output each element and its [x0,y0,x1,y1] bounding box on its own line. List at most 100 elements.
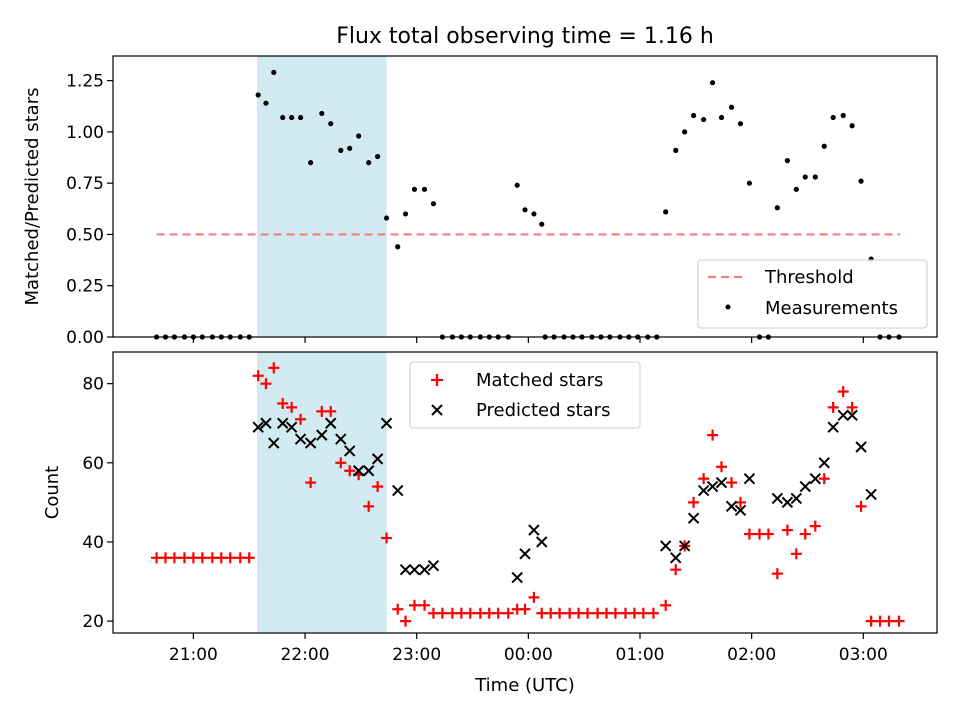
predicted-marker-b [536,536,548,548]
measurement-point [531,211,537,217]
predicted-marker-b [352,465,365,477]
predicted-star-point [343,445,356,457]
predicted-marker-b [818,457,830,469]
legend-measurement-swatch [725,304,731,310]
predicted-marker-b [725,500,738,513]
bottom-axes-frame [112,351,938,634]
matched-star-point [837,386,849,398]
predicted-marker-b [519,548,531,560]
predicted-star-point [725,500,738,513]
chart-title: Flux total observing time = 1.16 h [336,24,714,49]
predicted-marker-b [678,540,691,552]
bottom-legend-box [409,361,641,429]
predicted-marker-b [371,453,384,465]
measurement-point [430,201,437,207]
x-tick-label: 02:00 [727,645,776,665]
predicted-star-point [771,492,784,505]
count-panel: 20 40 60 80 21:00 22:00 23:00 00:00 01:00 02:00 0… [42,351,938,696]
predicted-marker-b [285,421,298,433]
measurement-point [328,121,334,127]
matched-star-point [372,481,384,493]
predicted-marker-b [790,492,803,505]
measurement-point [514,182,520,188]
matched-star-point [224,552,236,564]
measurement-point [411,186,418,192]
predicted-marker-b [252,421,264,433]
matched-star-point [554,607,566,619]
measurement-point [830,114,836,121]
top-y-axis-label: Matched/Predicted stars [22,88,43,306]
predicted-star-point [316,429,328,441]
bottom-y-axis-label: Count [42,466,63,519]
measurement-point [395,244,401,250]
y-tick-label: 1.00 [66,123,104,143]
measurement-point [308,160,314,166]
y-tick-label: 20 [82,612,104,632]
matched-star-point [436,607,448,619]
matched-star-point [392,603,404,615]
predicted-star-point [362,465,375,477]
matched-star-point [196,552,208,564]
measurement-point [271,69,277,76]
predicted-star-point [418,563,431,576]
legend-matched-label: Matched stars [476,370,603,391]
top-axes-frame [112,55,938,338]
predicted-star-point [706,480,719,493]
measurement-point [858,178,864,184]
ratio-panel: 0.00 0.25 0.50 0.75 1.00 1.25 Matched/Predict… [22,55,938,348]
y-tick-label: 0.75 [66,174,104,194]
measurement-point [263,100,269,106]
predicted-star-point [392,484,404,497]
matched-star-point [335,457,347,469]
matched-star-point [260,378,272,390]
matched-star-point [528,591,540,603]
matched-star-points [151,362,905,627]
predicted-star-point [809,472,822,485]
legend-threshold-label: Threshold [764,267,854,288]
predicted-star-point [790,492,803,505]
predicted-star-point [399,563,412,576]
matched-star-point [883,615,895,627]
measurement-point [663,209,669,215]
predicted-star-points [252,409,877,584]
measurement-point [690,112,697,119]
measurement-point [793,186,799,192]
matched-star-point [818,473,830,485]
predicted-marker-b [260,417,272,429]
predicted-star-point [304,437,317,449]
predicted-star-point [781,496,794,509]
predicted-marker-b [799,480,811,493]
predicted-marker-b [743,472,756,485]
predicted-marker-b [734,504,747,517]
matched-star-point [168,552,180,564]
measurement-point [366,160,372,166]
predicted-star-point [837,409,849,422]
measurement-point [709,80,716,86]
predicted-marker-b [670,552,682,564]
matched-star-point [381,532,393,544]
measurement-point [737,121,744,127]
predicted-star-point [285,421,298,433]
predicted-star-point [519,548,531,560]
legend-measurements-label: Measurements [765,298,898,319]
legend-plus-marker-swatch [431,374,443,386]
top-y-ticks: 0.00 0.25 0.50 0.75 1.00 1.25 [66,72,113,348]
predicted-star-point [743,472,756,485]
y-tick-label: 80 [82,375,104,395]
predicted-marker-b [343,445,356,457]
observing-window-shade [257,56,387,337]
bottom-x-ticks: 21:00 22:00 23:00 00:00 01:00 02:00 03:00 [169,633,888,665]
matched-star-point [660,599,672,611]
measurement-point [849,123,855,129]
predicted-marker-b [511,571,523,584]
legend-x-b [431,404,443,416]
matched-star-point [400,615,412,627]
matched-star-point [363,500,375,512]
predicted-star-point [528,524,540,536]
predicted-star-point [855,441,867,453]
measurement-point [383,215,390,221]
measurement-point [421,186,428,192]
matched-star-point [464,607,476,619]
matched-star-point [688,496,700,508]
matched-star-point [698,473,710,485]
